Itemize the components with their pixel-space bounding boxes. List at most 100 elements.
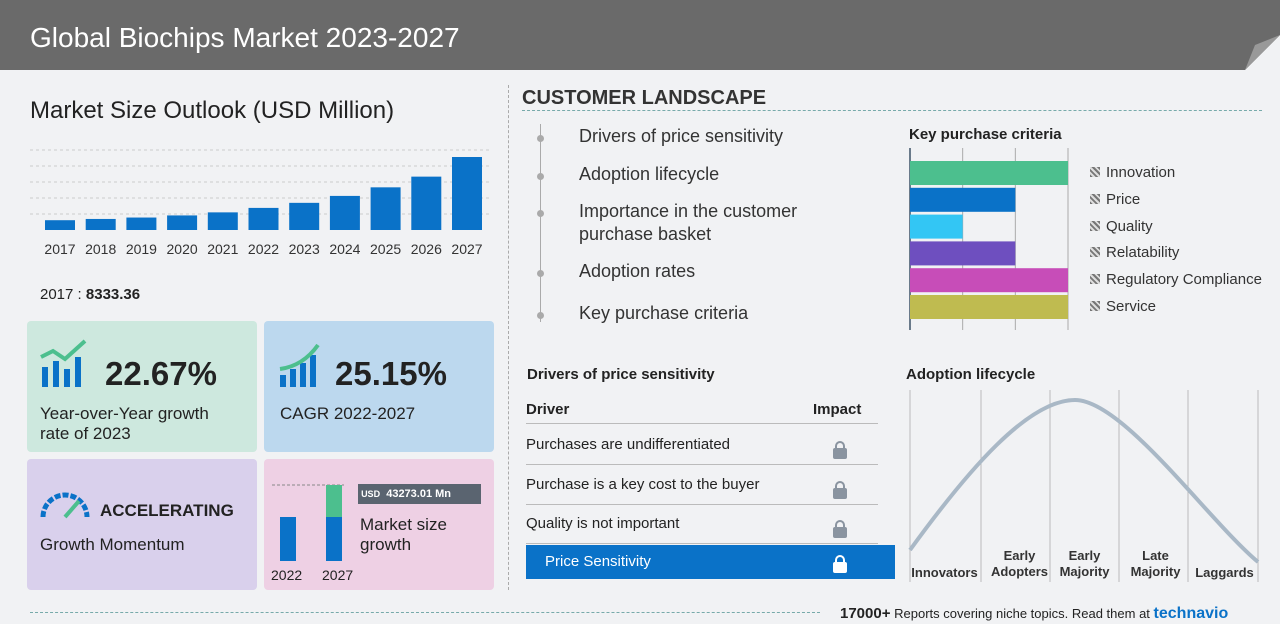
bar <box>207 212 238 230</box>
icon <box>40 339 87 387</box>
corner-fold <box>1245 35 1280 70</box>
growth-card: 2022 2027 USD 43273.01 Mn Market size gr… <box>264 459 494 590</box>
x-tick-label: 2021 <box>207 241 238 257</box>
market-size-chart: 2017 2018 2019 2020 2021 2022 2023 2024 2025 2026… <box>30 149 490 257</box>
lock-icon <box>832 552 848 586</box>
icon <box>40 492 90 519</box>
legend-item: Innovation <box>1090 164 1175 181</box>
stage-label: Late Majority <box>1130 548 1181 579</box>
growth-end: 2027 <box>322 567 354 583</box>
momentum-value: ACCELERATING <box>100 501 234 520</box>
x-tick-label: 2025 <box>370 241 401 257</box>
bar <box>85 218 116 230</box>
row-label: Purchase is a key cost to the buyer <box>526 475 760 493</box>
stage-label: Innovators <box>911 565 978 580</box>
row-label: Purchases are undifferentiated <box>526 436 731 453</box>
lock-icon <box>832 476 848 514</box>
base-value: 8333.36 <box>85 286 141 303</box>
cagr-value: 25.15% <box>335 355 447 392</box>
list-item: Adoption lifecycle <box>579 164 720 184</box>
list-dot <box>537 270 544 277</box>
base-year: 2017 <box>40 286 74 303</box>
table-header: Driver Impact <box>526 391 878 424</box>
title: Global Biochips Market 2023-2027 <box>30 22 460 53</box>
list-item: Adoption rates <box>579 261 696 281</box>
currency: USD <box>361 489 381 499</box>
bar <box>167 215 198 230</box>
kpc-title: Key purchase criteria <box>909 126 1062 143</box>
legend-item: Quality <box>1090 218 1153 235</box>
divider <box>508 85 509 590</box>
lock-icon <box>832 436 848 474</box>
x-tick-label: 2024 <box>329 241 360 257</box>
bar <box>289 202 320 230</box>
rule <box>522 110 1262 111</box>
adoption-chart <box>908 390 1260 582</box>
base-note: 2017 : 8333.36 <box>40 286 141 303</box>
row-label: Price Sensitivity <box>545 552 651 570</box>
growth-value: 43273.01 Mn <box>386 488 452 500</box>
col-header: Impact <box>813 401 862 418</box>
bar <box>45 220 75 230</box>
legend-item: Relatability <box>1090 244 1179 261</box>
x-tick-label: 2023 <box>289 241 320 257</box>
momentum-label: Growth Momentum <box>40 535 185 554</box>
icon <box>272 484 344 561</box>
row-label: Quality is not important <box>526 515 680 532</box>
legend-item: Regulatory Compliance <box>1090 271 1262 288</box>
table-row: Purchase is a key cost to the buyer <box>526 466 878 505</box>
table-row: Price Sensitivity <box>526 544 895 579</box>
icon <box>279 343 320 387</box>
bar <box>411 176 442 230</box>
growth-tag: USD 43273.01 Mn <box>358 484 481 504</box>
footer-rule <box>30 612 820 613</box>
yoy-value: 22.67% <box>105 355 217 392</box>
cagr-card: 25.15% CAGR 2022-2027 <box>264 321 494 452</box>
x-tick-label: 2018 <box>85 241 116 257</box>
growth-label: Market size growth <box>360 515 447 554</box>
table-row: Purchases are undifferentiated <box>526 426 878 465</box>
header-bar <box>0 0 1280 70</box>
x-tick-label: 2027 <box>451 241 482 257</box>
list-dot <box>537 210 544 217</box>
stage-label: Laggards <box>1195 565 1254 580</box>
bar <box>370 187 401 230</box>
growth-start: 2022 <box>271 567 303 583</box>
adoption-title: Adoption lifecycle <box>906 366 1036 383</box>
list-dot <box>537 173 544 180</box>
lock-icon <box>832 515 848 553</box>
bar <box>910 161 1068 185</box>
table-row: Quality is not important <box>526 505 878 544</box>
bar <box>248 207 279 230</box>
x-tick-label: 2017 <box>44 241 75 257</box>
bar <box>910 214 963 239</box>
footer: 17000+ Reports covering niche topics. Re… <box>840 605 1228 623</box>
x-tick-label: 2022 <box>248 241 279 257</box>
list-item: Key purchase criteria <box>579 303 749 323</box>
bar <box>452 157 482 230</box>
x-tick-label: 2020 <box>167 241 198 257</box>
col-header: Driver <box>526 401 570 418</box>
count: 17000+ <box>840 605 891 622</box>
list-item: Importance in the customer purchase bask… <box>579 201 798 244</box>
bar <box>126 217 157 230</box>
x-tick-label: 2019 <box>126 241 157 257</box>
list-dot <box>537 135 544 142</box>
section-title: CUSTOMER LANDSCAPE <box>522 87 767 109</box>
stage-label: Early Adopters <box>990 548 1049 579</box>
bar <box>910 295 1068 319</box>
list-line <box>540 124 541 322</box>
bar <box>910 268 1068 293</box>
x-tick-label: 2026 <box>411 241 442 257</box>
cagr-label: CAGR 2022-2027 <box>280 404 416 423</box>
footer-text: Reports covering niche topics. Read them… <box>894 606 1150 621</box>
kpc-chart <box>909 148 1069 330</box>
legend-item: Price <box>1090 191 1140 208</box>
drivers-title: Drivers of price sensitivity <box>527 366 715 383</box>
stage-label: Early Majority <box>1059 548 1110 579</box>
bar <box>329 195 360 230</box>
section-title: Market Size Outlook (USD Million) <box>30 97 395 124</box>
list-dot <box>537 312 544 319</box>
momentum-card: ACCELERATING Growth Momentum <box>27 459 257 590</box>
brand[interactable]: technavio <box>1153 605 1229 622</box>
